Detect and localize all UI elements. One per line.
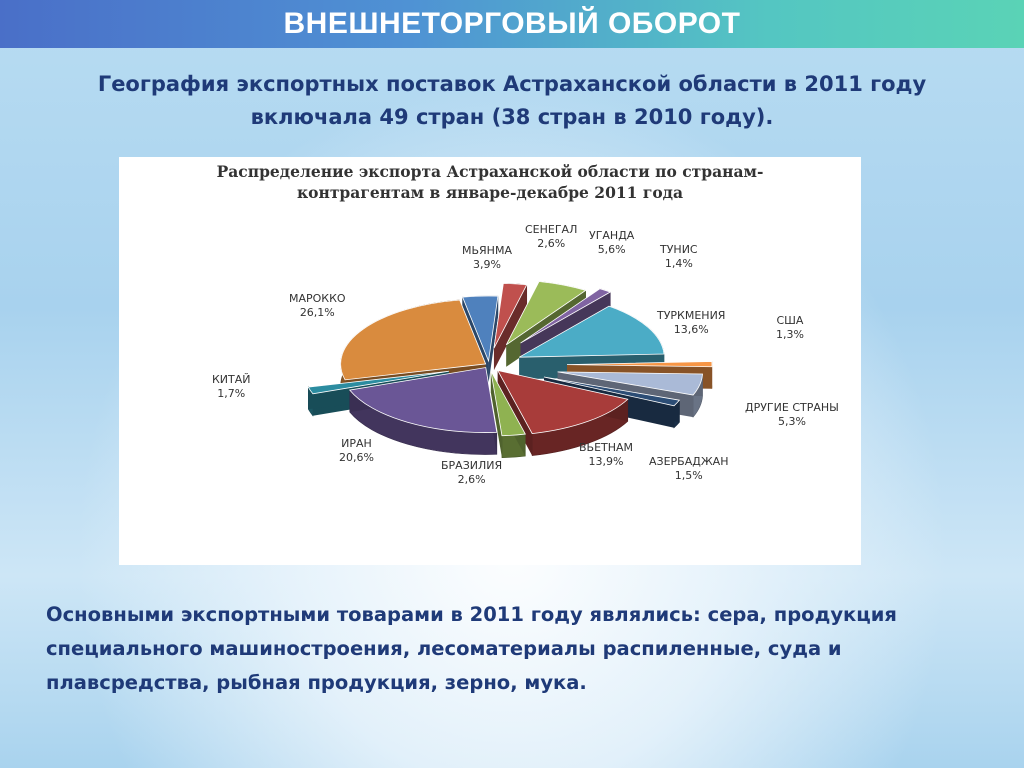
slice-value-iran: 20,6%	[339, 451, 374, 464]
subtitle-line-2: включала 49 стран (38 стран в 2010 году)…	[250, 105, 774, 129]
chart-panel: Распределение экспорта Астраханской обла…	[119, 157, 861, 565]
slice-name-brazil: БРАЗИЛИЯ	[441, 459, 503, 472]
slice-value-turkmenia: 13,6%	[673, 323, 709, 336]
slice-name-vietnam: ВЬЕТНАМ	[579, 441, 634, 454]
slice-value-tunisia: 1,4%	[664, 257, 693, 270]
slice-label-myanmar: МЬЯНМА 3,9%	[462, 244, 512, 272]
slice-name-other: ДРУГИЕ СТРАНЫ	[745, 401, 839, 414]
slice-wall-9-1	[490, 370, 502, 458]
slice-top-1	[493, 282, 528, 349]
footer-text: Основными экспортными товарами в 2011 го…	[46, 598, 996, 700]
slice-label-turkmenia: ТУРКМЕНИЯ 13,6%	[657, 309, 725, 337]
footer-line-1: Основными экспортными товарами в 2011 го…	[46, 603, 897, 626]
slice-label-tunisia: ТУНИС 1,4%	[660, 243, 698, 271]
slice-label-morocco: МАРОККО 26,1%	[289, 292, 346, 320]
slice-top-10	[349, 367, 498, 433]
slice-name-morocco: МАРОККО	[289, 292, 346, 305]
subtitle: География экспортных поставок Астраханск…	[40, 68, 984, 134]
slice-value-usa: 1,3%	[776, 328, 804, 341]
slice-value-senegal: 2,6%	[537, 237, 566, 250]
slice-name-myanmar: МЬЯНМА	[462, 244, 512, 257]
slice-name-usa: США	[776, 314, 804, 327]
slice-value-vietnam: 13,9%	[588, 455, 624, 468]
slice-wall-1-1	[493, 284, 527, 371]
title-bar: ВНЕШНЕТОРГОВЫЙ ОБОРОТ	[0, 0, 1024, 48]
footer-line-3: плавсредства, рыбная продукция, зерно, м…	[46, 671, 587, 694]
slice-value-azerbaijan: 1,5%	[674, 469, 703, 482]
slice-label-iran: ИРАН 20,6%	[339, 437, 374, 465]
slice-top-11	[307, 370, 449, 395]
slice-label-vietnam: ВЬЕТНАМ 13,9%	[579, 441, 633, 469]
pie-chart	[307, 281, 713, 459]
slice-value-brazil: 2,6%	[457, 473, 486, 486]
slice-label-brazil: БРАЗИЛИЯ 2,6%	[441, 459, 502, 487]
page-title: ВНЕШНЕТОРГОВЫЙ ОБОРОТ	[283, 7, 741, 40]
slice-name-tunisia: ТУНИС	[660, 243, 698, 256]
slice-label-azerbaijan: АЗЕРБАДЖАН 1,5%	[649, 455, 728, 483]
slice-value-morocco: 26,1%	[299, 306, 335, 319]
chart-title: Распределение экспорта Астраханской обла…	[119, 161, 861, 203]
slice-top-8	[496, 369, 629, 435]
slice-name-uganda: УГАНДА	[589, 229, 635, 242]
slice-label-usa: США 1,3%	[776, 314, 804, 342]
chart-title-line-1: Распределение экспорта Астраханской обла…	[216, 162, 764, 181]
slice-value-other: 5,3%	[777, 415, 806, 428]
slice-name-senegal: СЕНЕГАЛ	[525, 223, 578, 236]
slice-name-turkmenia: ТУРКМЕНИЯ	[657, 309, 726, 322]
slice-value-uganda: 5,6%	[597, 243, 626, 256]
slice-top-5	[566, 361, 713, 368]
slice-top-7	[543, 376, 681, 407]
slice-label-china: КИТАЙ 1,7%	[212, 373, 251, 401]
slice-top-3	[520, 288, 612, 344]
slice-top-2	[505, 281, 587, 346]
slice-name-azerbaijan: АЗЕРБАДЖАН	[649, 455, 729, 468]
slice-top-4	[519, 305, 665, 358]
slice-label-senegal: СЕНЕГАЛ 2,6%	[525, 223, 577, 251]
subtitle-line-1: География экспортных поставок Астраханск…	[97, 72, 927, 96]
slice-top-6	[557, 371, 703, 396]
slice-label-other: ДРУГИЕ СТРАНЫ 5,3%	[745, 401, 839, 429]
slice-label-uganda: УГАНДА 5,6%	[589, 229, 634, 257]
chart-title-line-2: контрагентам в январе-декабре 2011 года	[296, 183, 684, 202]
slice-value-myanmar: 3,9%	[473, 258, 501, 271]
slice-name-china: КИТАЙ	[212, 373, 251, 386]
slice-wall-0-1	[488, 296, 498, 384]
slice-top-9	[490, 370, 526, 437]
footer-line-2: специального машиностроения, лесоматериа…	[46, 637, 842, 660]
slice-top-12	[340, 299, 487, 381]
slice-top-0	[462, 295, 499, 363]
slice-value-china: 1,7%	[217, 387, 246, 400]
slice-name-iran: ИРАН	[341, 437, 372, 450]
